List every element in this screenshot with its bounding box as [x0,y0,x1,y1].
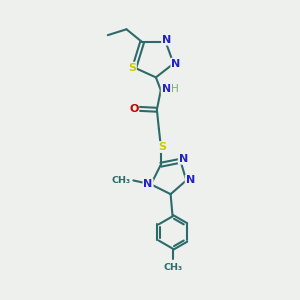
Text: O: O [129,104,138,114]
Text: N: N [179,154,188,164]
Text: CH₃: CH₃ [112,176,131,185]
Text: N: N [162,84,171,94]
Text: N: N [162,35,171,45]
Text: N: N [186,176,195,185]
Text: H: H [171,84,179,94]
Text: N: N [171,58,181,69]
Text: N: N [143,179,153,189]
Text: S: S [128,63,136,73]
Text: CH₃: CH₃ [163,263,182,272]
Text: S: S [158,142,166,152]
